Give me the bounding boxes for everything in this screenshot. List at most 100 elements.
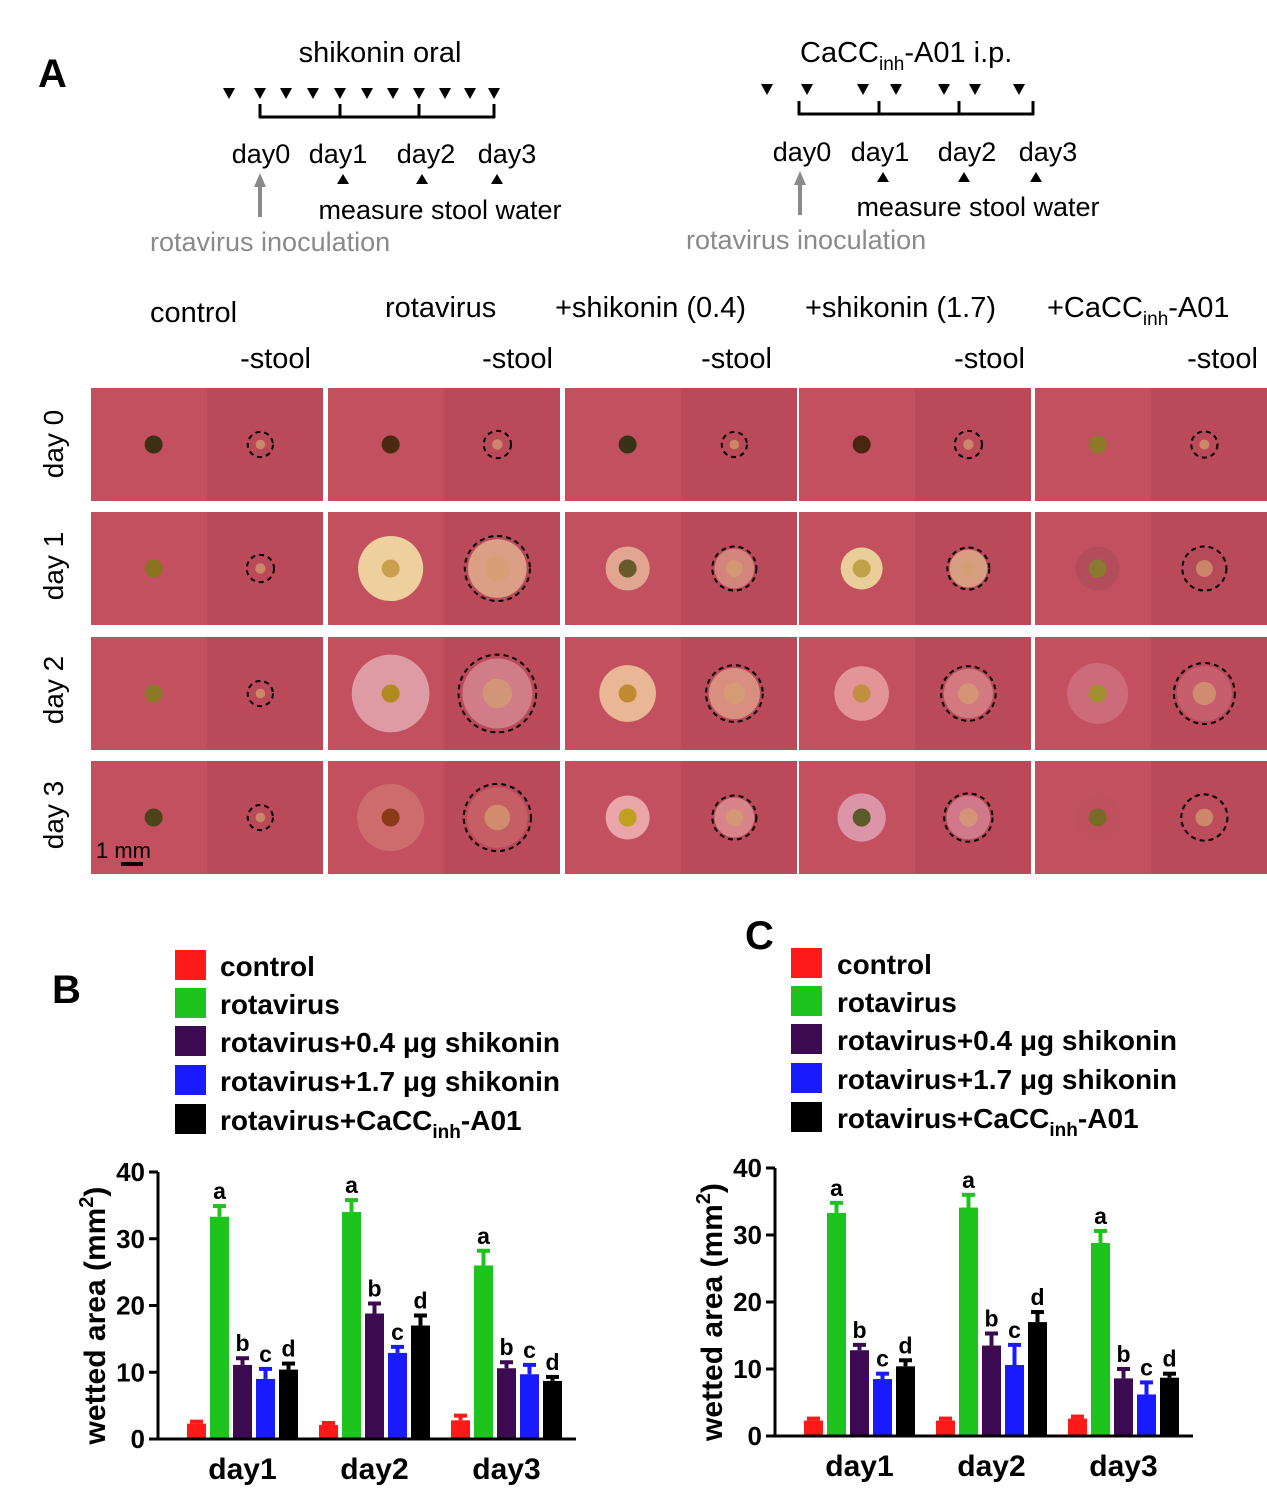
significance-label: c xyxy=(259,1341,272,1367)
stool-pellet xyxy=(1088,808,1107,827)
stool-residue xyxy=(725,560,743,577)
wetted-outline xyxy=(246,679,274,708)
bar xyxy=(873,1379,892,1436)
y-tick-label: 20 xyxy=(733,1287,762,1317)
panel-b-label: B xyxy=(52,968,81,1012)
timeline-day-0: day0 xyxy=(232,139,291,169)
bar xyxy=(520,1374,539,1439)
bar xyxy=(1091,1243,1110,1436)
timeline-title: CaCCinh-A01 i.p. xyxy=(800,37,1012,75)
row-labels: day 0 day 1 day 2 day 3 xyxy=(38,410,69,850)
wetted-outline xyxy=(953,429,984,460)
bar xyxy=(543,1380,562,1439)
legend-swatch xyxy=(791,1024,822,1054)
stool-residue xyxy=(725,809,743,826)
y-axis-label: wetted area (mm2) xyxy=(693,1183,729,1442)
stool-residue xyxy=(255,688,266,699)
significance-label: a xyxy=(962,1167,975,1193)
wetted-outline xyxy=(482,429,513,460)
x-tick-label: day1 xyxy=(825,1450,893,1483)
bar xyxy=(850,1350,869,1436)
photo-cell xyxy=(328,637,560,750)
x-tick-label: day2 xyxy=(340,1453,408,1486)
wetted-outline xyxy=(245,553,276,584)
inoculation-note: rotavirus inoculation xyxy=(150,227,390,257)
photo-cell xyxy=(565,388,797,501)
significance-label: c xyxy=(1008,1317,1021,1343)
row-label-day-3: day 3 xyxy=(38,781,69,850)
bar xyxy=(804,1420,823,1436)
panel-c-label: C xyxy=(745,914,774,958)
wetted-outline xyxy=(943,792,994,843)
stool-pellet xyxy=(1088,435,1107,454)
wetted-outline xyxy=(1180,793,1229,842)
y-tick-label: 0 xyxy=(748,1421,762,1451)
significance-label: d xyxy=(545,1349,559,1375)
photo-cell xyxy=(1035,637,1267,750)
measure-markers xyxy=(877,172,1042,182)
bar xyxy=(827,1212,846,1436)
stool-label: -stool xyxy=(701,343,772,375)
inoculation-arrow xyxy=(254,173,266,217)
bar xyxy=(411,1325,430,1439)
stool-residue xyxy=(957,683,979,704)
stool-residue xyxy=(484,804,511,831)
timeline-day-1: day1 xyxy=(309,139,368,169)
significance-label: c xyxy=(1140,1354,1153,1380)
bar xyxy=(210,1216,229,1439)
bar xyxy=(319,1424,338,1439)
bar xyxy=(279,1369,298,1439)
legend-swatch xyxy=(175,1065,206,1095)
bar xyxy=(474,1265,493,1439)
wetted-outline xyxy=(720,430,748,459)
significance-label: c xyxy=(391,1319,404,1345)
stool-pellet xyxy=(144,559,163,578)
stool-label: -stool xyxy=(482,343,553,375)
stool-pellet xyxy=(144,684,163,703)
stool-pellet xyxy=(1088,684,1107,703)
stool-residue xyxy=(1195,808,1214,827)
wetted-outline xyxy=(1172,662,1236,725)
bar xyxy=(1160,1377,1179,1436)
timeline-day-1: day1 xyxy=(851,137,910,167)
row-label-day-0: day 0 xyxy=(38,410,69,479)
column-header-shikonin-0-4: +shikonin (0.4) xyxy=(555,292,746,324)
stool-residue xyxy=(1199,439,1210,450)
stool-residue xyxy=(482,678,513,709)
significance-label: a xyxy=(830,1175,843,1201)
significance-label: c xyxy=(523,1337,536,1363)
legend-label-rotavirus: rotavirus xyxy=(220,989,340,1020)
significance-label: b xyxy=(1116,1341,1130,1367)
timeline-day-3: day3 xyxy=(1019,137,1078,167)
significance-label: b xyxy=(235,1330,249,1356)
x-tick-label: day3 xyxy=(472,1453,540,1486)
dosing-markers xyxy=(223,88,500,99)
legend-c: control rotavirus rotavirus+0.4 μg shiko… xyxy=(791,948,1177,1141)
photo-cell xyxy=(799,637,1031,750)
bar xyxy=(187,1423,206,1439)
stool-label: -stool xyxy=(954,343,1025,375)
wetted-outline xyxy=(946,546,991,591)
wetted-outline xyxy=(705,664,764,723)
y-tick-label: 40 xyxy=(116,1157,145,1187)
photo-cell xyxy=(1035,388,1267,501)
stool-residue xyxy=(1195,560,1213,577)
stool-residue xyxy=(963,439,974,450)
column-headers: control rotavirus +shikonin (0.4) +shiko… xyxy=(150,292,1258,375)
stool-residue xyxy=(960,560,977,577)
scale-bar-label: 1 mm xyxy=(96,838,151,863)
photo-cell xyxy=(328,761,560,874)
legend-label-rotavirus: rotavirus xyxy=(837,987,957,1018)
photo-cell xyxy=(799,761,1031,874)
inoculation-note: rotavirus inoculation xyxy=(686,225,926,255)
y-tick-label: 30 xyxy=(733,1220,762,1250)
significance-label: d xyxy=(898,1332,912,1358)
stool-pellet xyxy=(852,808,871,827)
stool-pellet xyxy=(381,684,400,703)
column-header-rotavirus: rotavirus xyxy=(385,292,496,324)
column-header-shikonin-1-7: +shikonin (1.7) xyxy=(805,292,996,324)
photo-cell xyxy=(328,512,560,625)
scale-bar: 1 mm xyxy=(96,838,151,866)
wetted-outline xyxy=(246,430,274,459)
